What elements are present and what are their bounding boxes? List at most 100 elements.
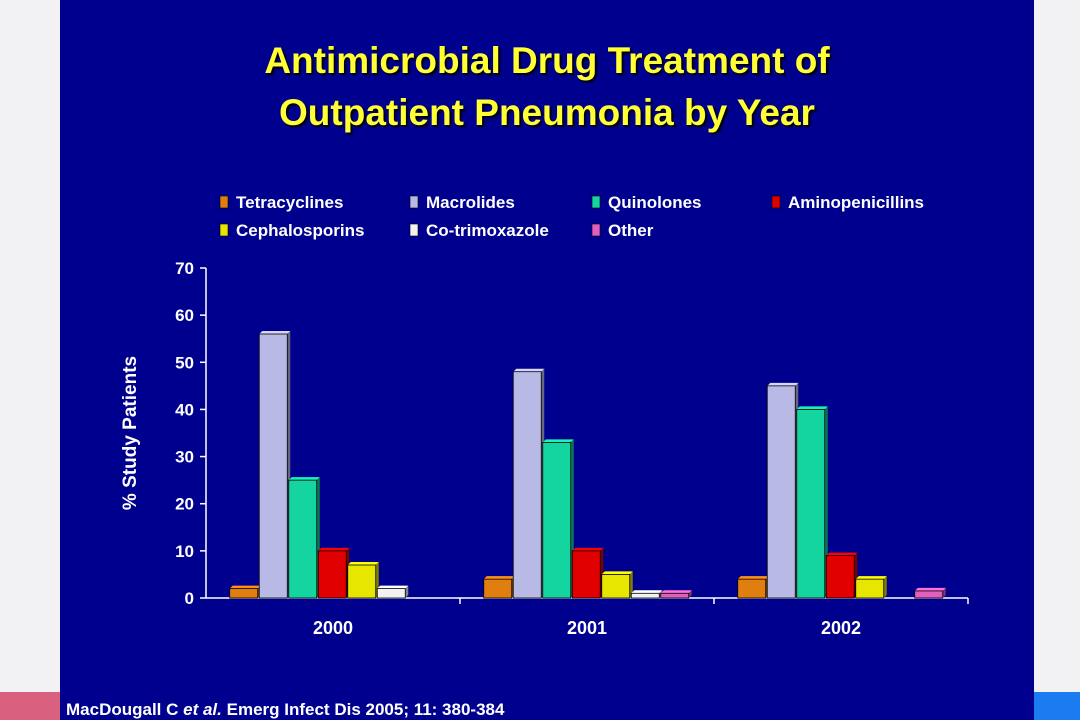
legend-label: Aminopenicillins: [788, 193, 924, 212]
legend-label: Cephalosporins: [236, 221, 364, 240]
bar-face: [766, 385, 796, 599]
bar: [855, 576, 887, 599]
legend-label: Other: [608, 221, 654, 240]
bar: [288, 477, 320, 599]
bar-face: [512, 371, 542, 599]
bar-top: [601, 571, 633, 575]
y-tick-label: 70: [175, 259, 194, 278]
bar-face: [229, 588, 259, 599]
legend-swatch: [219, 195, 229, 209]
x-tick-label: 2001: [567, 618, 607, 638]
bar-chart: Tetracyclines Macrolides Quinolones Aminope…: [120, 193, 969, 638]
bar-face: [288, 479, 318, 599]
bar-face: [630, 592, 660, 599]
bar: [601, 571, 633, 599]
bar: [258, 331, 291, 599]
bar-side: [883, 576, 887, 598]
bar-face: [825, 555, 855, 599]
legend-label: Quinolones: [608, 193, 702, 212]
bar-top: [572, 547, 604, 551]
bar: [660, 590, 692, 599]
legend-item: Cephalosporins: [219, 221, 364, 240]
citation-authors: MacDougall C: [66, 700, 179, 719]
y-tick-label: 0: [185, 589, 194, 608]
citation-source: Emerg Infect Dis 2005; 11: 380-384: [226, 700, 505, 719]
y-tick-label: 40: [175, 400, 194, 419]
bar-side: [405, 585, 409, 598]
legend-swatch: [771, 195, 781, 209]
legend-item: Co-trimoxazole: [409, 221, 549, 240]
bar-side: [824, 406, 828, 598]
bar-face: [483, 578, 513, 599]
y-tick-label: 10: [175, 542, 194, 561]
legend-swatch: [219, 223, 229, 237]
bar: [796, 406, 828, 599]
bar-face: [376, 588, 406, 599]
bar-top: [229, 585, 261, 589]
bar: [914, 587, 946, 599]
legend-label: Co-trimoxazole: [426, 221, 549, 240]
bar-top: [542, 439, 574, 443]
bar-face: [737, 578, 767, 599]
bar-top: [377, 585, 409, 589]
bar-face: [258, 333, 288, 599]
bar-top: [826, 552, 858, 556]
bar-top: [259, 331, 291, 334]
bar: [512, 368, 545, 599]
bar: [347, 562, 379, 599]
legend-label: Tetracyclines: [236, 193, 343, 212]
y-tick-label: 60: [175, 306, 194, 325]
y-axis-label: % Study Patients: [120, 356, 141, 510]
legend-swatch: [409, 195, 419, 209]
bar: [542, 439, 574, 599]
bar-side: [629, 571, 633, 598]
bar: [737, 576, 769, 599]
citation: MacDougall C et al. Emerg Infect Dis 200…: [66, 700, 1026, 720]
y-tick-label: 50: [175, 353, 194, 372]
bar-face: [571, 550, 601, 599]
bar-face: [347, 564, 377, 599]
bar-top: [513, 368, 545, 372]
bar: [376, 585, 409, 599]
y-tick-label: 20: [175, 495, 194, 514]
right-accent-bar: [1034, 692, 1080, 720]
x-tick-label: 2002: [821, 618, 861, 638]
legend-item: Aminopenicillins: [771, 193, 924, 212]
legend-swatch: [409, 223, 419, 237]
bar-face: [855, 578, 885, 599]
bar: [571, 547, 604, 599]
bar-side: [942, 587, 946, 598]
bar-side: [688, 590, 692, 598]
x-tick-label: 2000: [313, 618, 353, 638]
legend-item: Quinolones: [591, 193, 702, 212]
bar: [825, 552, 858, 599]
legend-swatch: [591, 223, 601, 237]
legend-item: Tetracyclines: [219, 193, 343, 212]
bar-face: [317, 550, 347, 599]
slide: Antimicrobial Drug Treatment of Outpatie…: [60, 0, 1034, 720]
bar-face: [660, 592, 690, 599]
legend-label: Macrolides: [426, 193, 515, 212]
slide-title-line-2: Outpatient Pneumonia by Year: [279, 92, 815, 133]
bar-face: [601, 574, 631, 599]
legend-swatch: [591, 195, 601, 209]
bar: [317, 547, 350, 599]
bar-top: [347, 562, 379, 565]
bar-face: [542, 442, 572, 599]
bar: [483, 576, 515, 599]
legend-item: Other: [591, 221, 654, 240]
bar-face: [796, 409, 826, 599]
bar: [229, 585, 261, 599]
bar-top: [318, 547, 350, 551]
bar-top: [855, 576, 887, 580]
bar-top: [483, 576, 515, 580]
y-tick-label: 30: [175, 448, 194, 467]
bar-top: [660, 590, 692, 594]
bar-top: [737, 576, 769, 580]
legend-item: Macrolides: [409, 193, 515, 212]
bar-top: [767, 382, 799, 386]
bar-top: [288, 477, 320, 481]
citation-etal: et al.: [183, 700, 222, 719]
slide-title-line-1: Antimicrobial Drug Treatment of: [264, 40, 830, 81]
bar-top: [631, 590, 663, 594]
